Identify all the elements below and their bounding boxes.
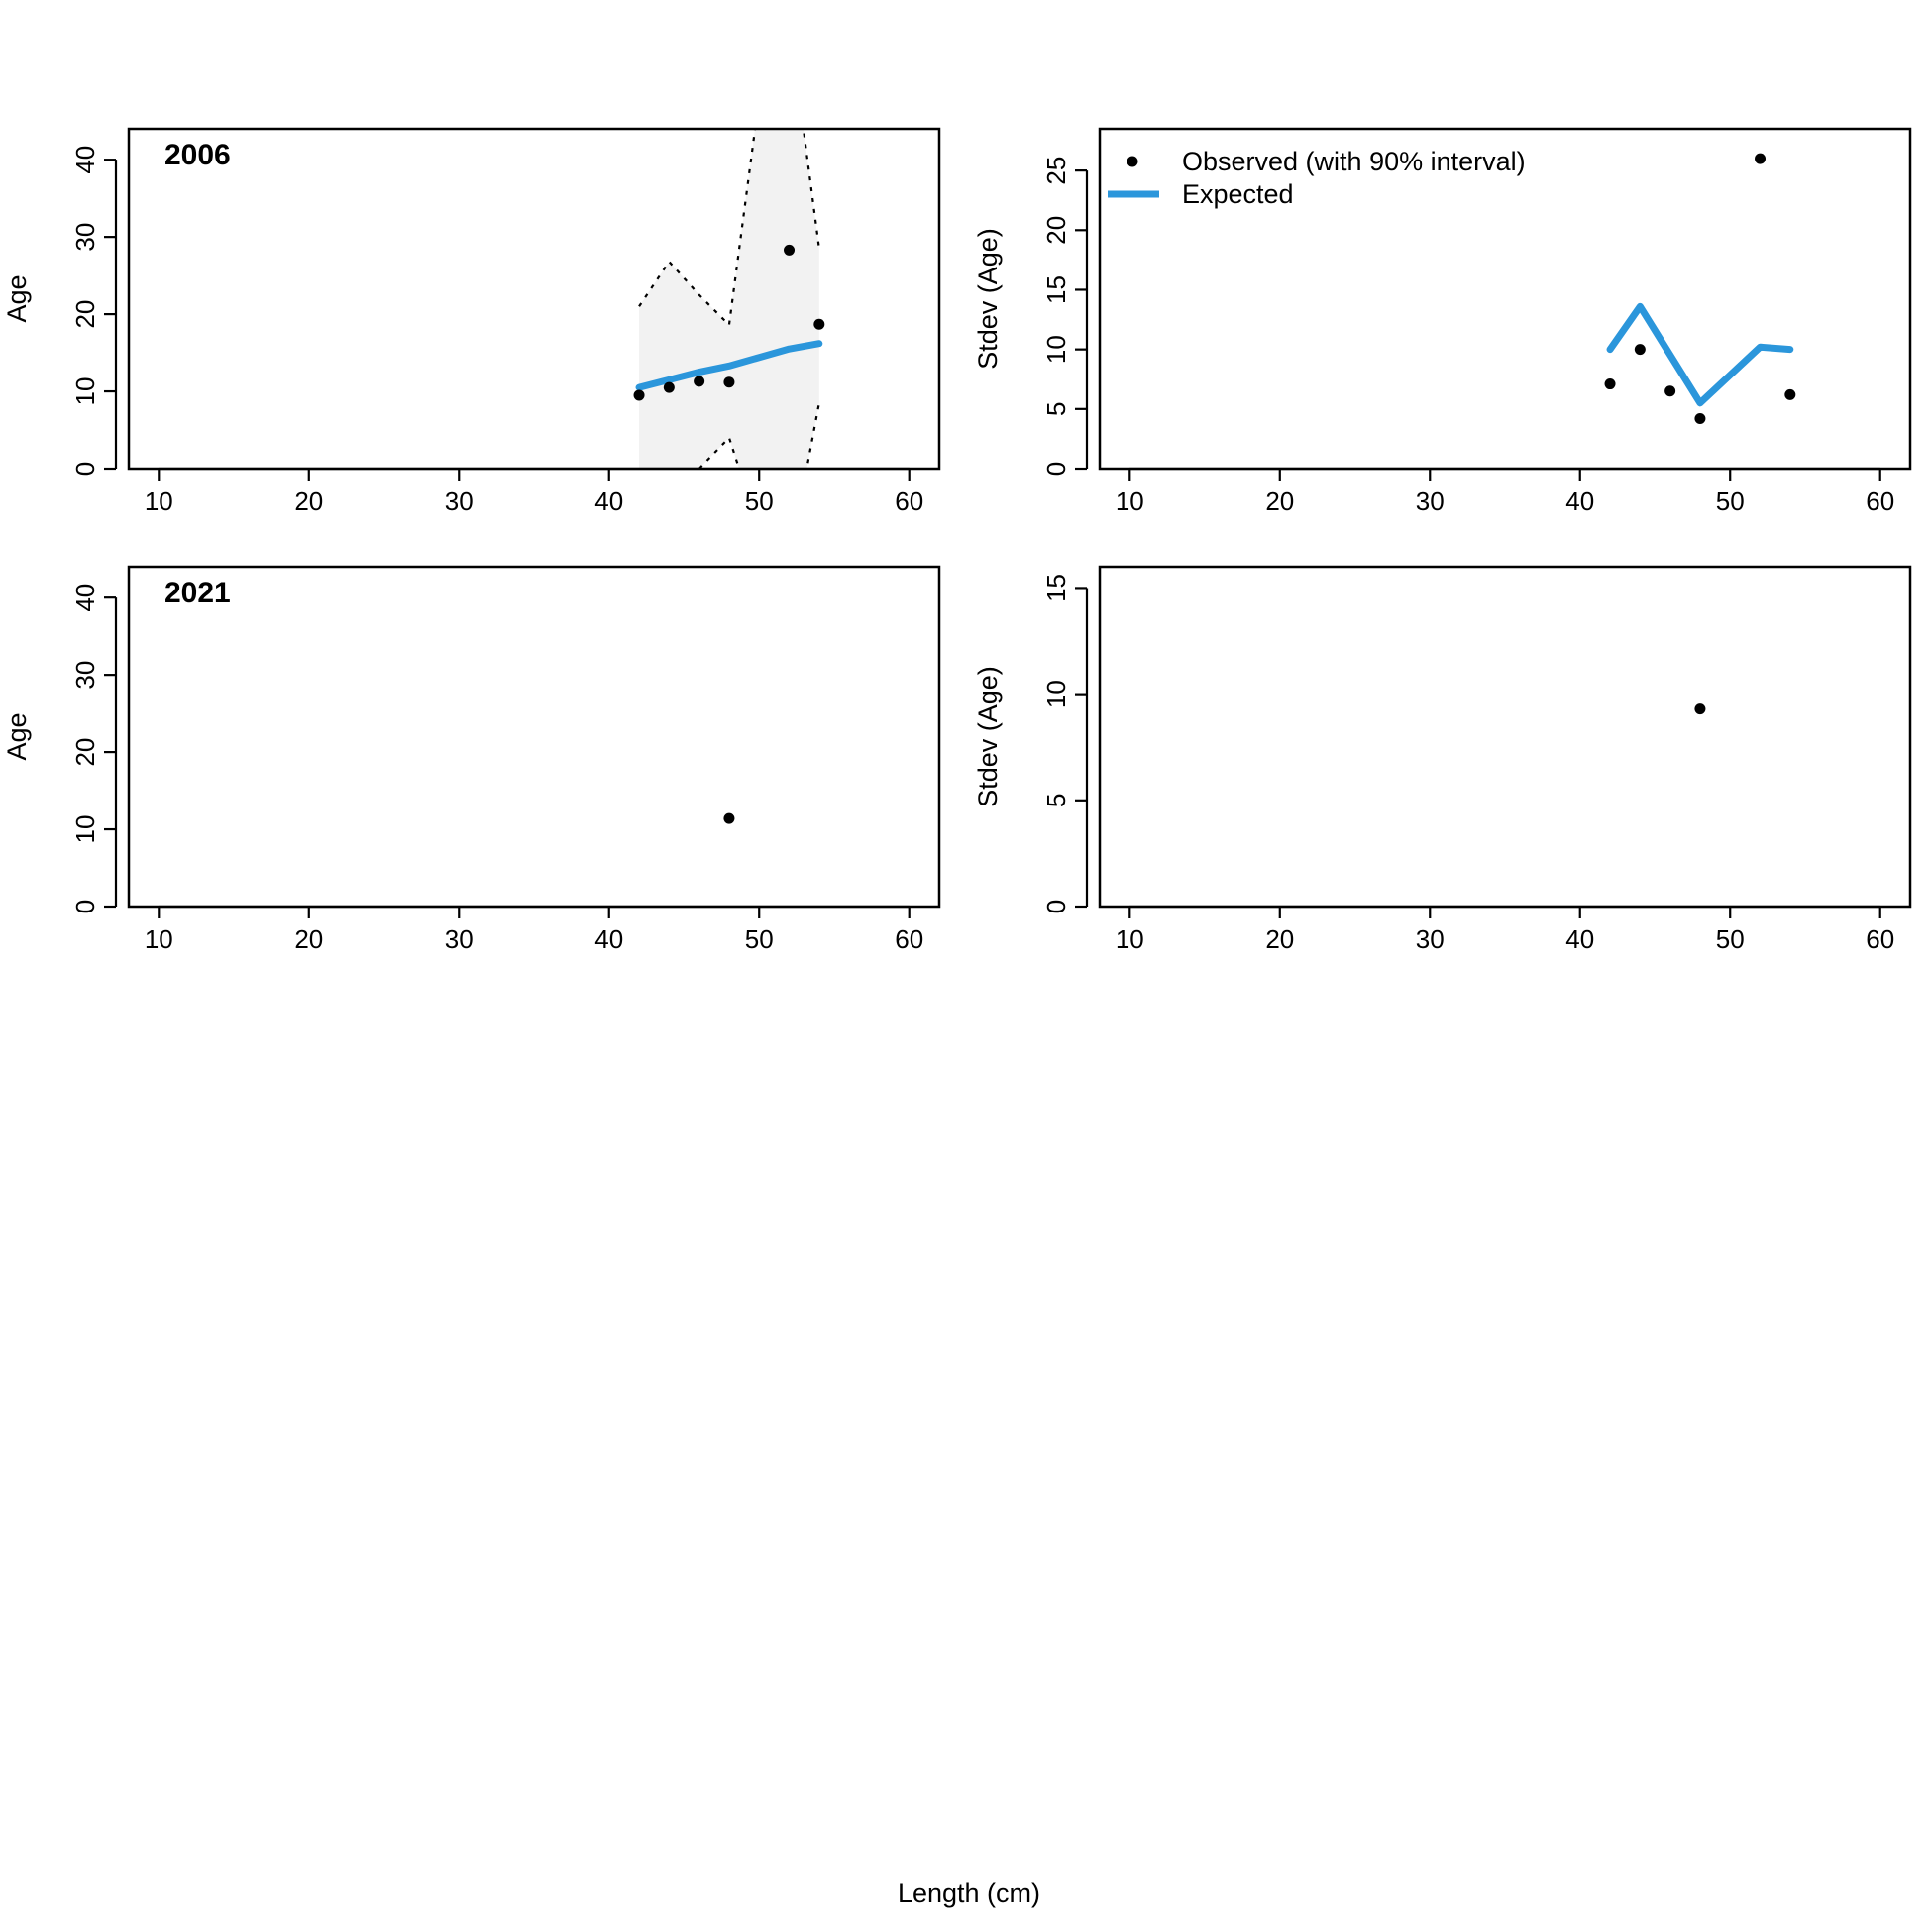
observed-point (633, 389, 645, 401)
x-tick-label: 30 (1416, 924, 1445, 954)
observed-point (1664, 385, 1676, 397)
y-tick-label: 15 (1041, 574, 1071, 602)
legend: Observed (with 90% interval) Expected (1108, 147, 1526, 209)
expected-line (635, 340, 823, 391)
observed-point (1755, 153, 1767, 164)
x-tick-label: 40 (1565, 486, 1594, 516)
observed-point (1604, 378, 1616, 390)
observed-point (1784, 388, 1796, 400)
y-tick-label: 0 (1041, 462, 1071, 476)
x-tick-label: 40 (594, 924, 623, 954)
plot-area (723, 812, 735, 824)
x-axis-label: Length (cm) (898, 1878, 1040, 1908)
plot-area (1604, 153, 1796, 424)
y-tick-label: 10 (1041, 680, 1071, 708)
x-tick-label: 10 (1116, 924, 1144, 954)
x-tick-label: 60 (1866, 486, 1894, 516)
x-tick-label: 40 (594, 486, 623, 516)
x-tick-label: 10 (145, 486, 173, 516)
y-tick-label: 20 (70, 300, 100, 329)
legend-observed-label: Observed (with 90% interval) (1182, 147, 1526, 176)
observed-point (1694, 412, 1706, 424)
x-tick-label: 10 (1116, 486, 1144, 516)
y-tick-label: 20 (70, 738, 100, 767)
x-tick-label: 20 (294, 924, 323, 954)
observed-point (1694, 703, 1706, 715)
y-tick-label: 25 (1041, 157, 1071, 185)
y-axis-label: Age (2, 712, 32, 760)
observed-point (694, 376, 705, 387)
y-tick-label: 0 (1041, 900, 1071, 913)
x-tick-label: 20 (1265, 486, 1294, 516)
observed-point (723, 376, 735, 388)
observed-point (663, 381, 675, 393)
legend-observed-marker (1127, 156, 1138, 167)
x-tick-label: 60 (895, 924, 923, 954)
y-axis-label: Age (2, 274, 32, 322)
x-tick-label: 20 (294, 486, 323, 516)
x-tick-label: 30 (445, 924, 474, 954)
observed-point (1634, 344, 1646, 356)
x-tick-label: 50 (745, 924, 774, 954)
x-tick-label: 30 (1416, 486, 1445, 516)
x-tick-label: 10 (145, 924, 173, 954)
y-tick-label: 5 (1041, 794, 1071, 807)
year-label: 2021 (164, 577, 231, 609)
panel-2006-stdev-age: 10 20 30 40 50 60 0 5 10 15 20 25 Stdev (Age) (973, 127, 1912, 516)
y-tick-label: 10 (1041, 335, 1071, 364)
y-tick-label: 15 (1041, 275, 1071, 304)
y-tick-label: 0 (70, 900, 100, 913)
y-tick-label: 5 (1041, 402, 1071, 416)
y-tick-label: 0 (70, 462, 100, 476)
observed-point (784, 244, 796, 256)
plot-area (1694, 703, 1706, 715)
year-label: 2006 (164, 139, 231, 171)
legend-expected-label: Expected (1182, 179, 1294, 209)
x-tick-label: 60 (1866, 924, 1894, 954)
x-tick-label: 30 (445, 486, 474, 516)
panel-2006-mean-age: 10 20 30 40 50 60 0 10 20 30 40 Age 2006 (2, 127, 941, 516)
y-tick-label: 40 (70, 146, 100, 174)
y-tick-label: 40 (70, 584, 100, 612)
x-tick-label: 50 (1716, 924, 1745, 954)
plot-area (633, 129, 825, 469)
y-axis-label: Stdev (Age) (973, 666, 1003, 807)
y-tick-label: 20 (1041, 216, 1071, 245)
x-tick-label: 20 (1265, 924, 1294, 954)
x-tick-label: 60 (895, 486, 923, 516)
y-tick-label: 30 (70, 223, 100, 252)
panel-2021-stdev-age: 10 20 30 40 50 60 0 5 10 15 Stdev (Age) (973, 565, 1912, 954)
panel-2021-mean-age: 10 20 30 40 50 60 0 10 20 30 40 Age 2021 (2, 565, 941, 954)
y-tick-label: 30 (70, 661, 100, 690)
y-axis-label: Stdev (Age) (973, 228, 1003, 370)
interval-band (639, 129, 819, 469)
y-tick-label: 10 (70, 815, 100, 844)
x-tick-label: 40 (1565, 924, 1594, 954)
x-tick-label: 50 (1716, 486, 1745, 516)
observed-point (813, 318, 825, 330)
y-tick-label: 10 (70, 377, 100, 406)
expected-line (1606, 302, 1794, 407)
observed-point (723, 812, 735, 824)
x-tick-label: 50 (745, 486, 774, 516)
